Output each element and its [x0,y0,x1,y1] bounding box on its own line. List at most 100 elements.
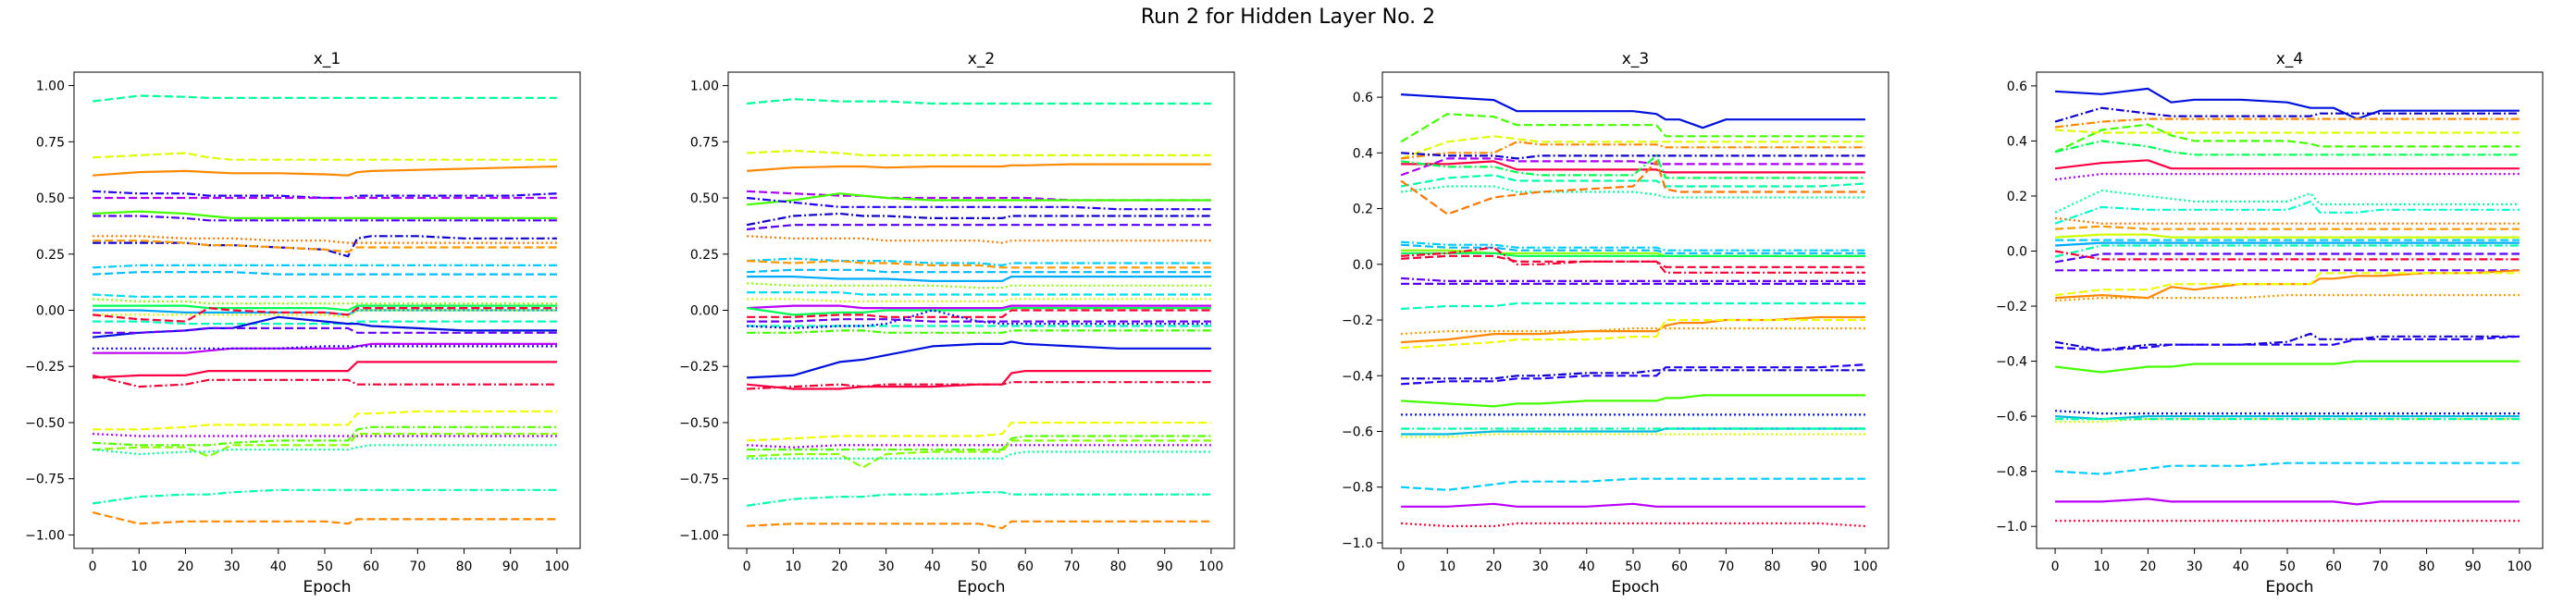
x-axis-label: Epoch [957,578,1005,597]
series-line-1 [1401,93,1865,129]
x-tick-label: 100 [1853,560,1878,574]
series-line-4 [2054,123,2520,154]
series-line-17 [1401,254,1865,268]
x-tick-label: 90 [502,560,519,574]
series-line-20 [1401,301,1865,311]
y-tick-label: −0.25 [679,360,719,375]
y-tick-label: −0.50 [679,416,719,431]
y-tick-label: 0.2 [1353,203,1373,217]
x-tick-label: 80 [456,560,473,574]
series-line-8 [1400,154,1865,179]
series-line-10 [1400,185,1865,199]
series-line-17 [2054,252,2520,264]
series-line-13 [93,293,557,298]
series-line-2 [747,149,1211,156]
series-line-26 [2055,410,2520,415]
x-tick-label: 80 [1765,560,1781,574]
series-line-11 [1400,160,1865,215]
series-line-18 [92,307,557,323]
y-tick-label: 0.6 [1353,91,1373,105]
series-line-9 [93,235,557,258]
y-tick-label: 0.00 [690,304,719,319]
series-line-32 [1401,502,1865,508]
series-line-3 [747,163,1211,172]
series-line-25 [92,374,557,388]
series-line-26 [747,381,1211,390]
y-tick-label: −0.8 [1996,465,2027,480]
series-group [1400,93,1865,528]
series-line-17 [747,304,1211,310]
series-line-9 [2054,189,2520,214]
series-line-23 [2054,332,2520,351]
series-line-11 [2054,216,2520,225]
series-line-7 [1401,160,1865,174]
y-tick-label: 0.00 [36,304,65,319]
series-line-7 [746,212,1211,227]
series-line-28 [747,444,1211,449]
x-tick-label: 30 [224,560,241,574]
series-line-8 [2054,173,2520,181]
y-tick-label: −0.2 [1996,300,2027,314]
series-line-1 [92,94,557,103]
x-tick-label: 40 [924,560,941,574]
series-line-18 [746,307,1211,316]
x-tick-label: 30 [878,560,895,574]
series-line-19 [93,320,557,326]
y-tick-label: 0.4 [2007,134,2027,149]
series-line-24 [93,361,557,379]
series-line-23 [747,329,1211,334]
series-line-32 [746,491,1211,507]
axes-frame [1381,71,1889,549]
series-line-22 [2055,294,2520,302]
series-line-30 [92,444,557,456]
series-line-15 [1401,252,1865,257]
series-line-3 [1400,135,1865,160]
y-tick-label: −0.6 [1342,425,1373,440]
y-tick-label: −0.6 [1996,410,2027,424]
series-line-25 [2054,360,2520,374]
axes-frame [2036,71,2544,549]
series-line-11 [93,264,557,269]
y-tick-label: −0.75 [679,473,719,487]
y-tick-label: 0.75 [690,135,719,150]
series-line-29 [93,433,557,458]
series-line-21 [93,326,557,334]
x-tick-label: 50 [316,560,333,574]
series-line-21 [2054,272,2520,297]
y-tick-label: 1.00 [690,80,719,94]
x-tick-label: 90 [1157,560,1173,574]
series-line-7 [2054,159,2520,170]
series-line-24 [1401,369,1865,380]
x-tick-label: 100 [2508,560,2533,574]
series-line-22 [1401,327,1865,336]
y-tick-label: −1.00 [25,528,65,543]
series-line-14 [747,282,1211,289]
y-tick-label: 0.50 [690,191,719,206]
x-tick-label: 0 [2051,560,2060,574]
series-line-30 [1401,433,1865,438]
series-line-4 [747,190,1211,202]
x-tick-label: 70 [1063,560,1080,574]
series-line-5 [2055,129,2520,134]
y-tick-label: −0.50 [25,416,65,431]
x-tick-label: 0 [89,560,97,574]
series-line-24 [2055,335,2520,351]
x-tick-label: 90 [1811,560,1827,574]
series-line-18 [2054,250,2520,261]
series-line-9 [1400,174,1865,188]
x-tick-label: 30 [2186,560,2203,574]
x-tick-label: 60 [363,560,379,574]
y-tick-label: 0.25 [36,248,65,263]
series-line-10 [93,240,557,253]
series-line-10 [2054,200,2520,225]
series-line-13 [747,276,1211,282]
series-line-13 [2055,233,2520,239]
y-tick-label: −0.2 [1342,314,1373,328]
x-tick-label: 50 [1625,560,1641,574]
y-tick-label: −1.0 [1342,536,1373,551]
x-tick-label: 40 [2233,560,2249,574]
y-tick-label: 0.50 [36,191,65,206]
subplot-title: x_1 [314,50,341,68]
x-tick-label: 40 [1579,560,1595,574]
series-line-20 [92,315,557,338]
